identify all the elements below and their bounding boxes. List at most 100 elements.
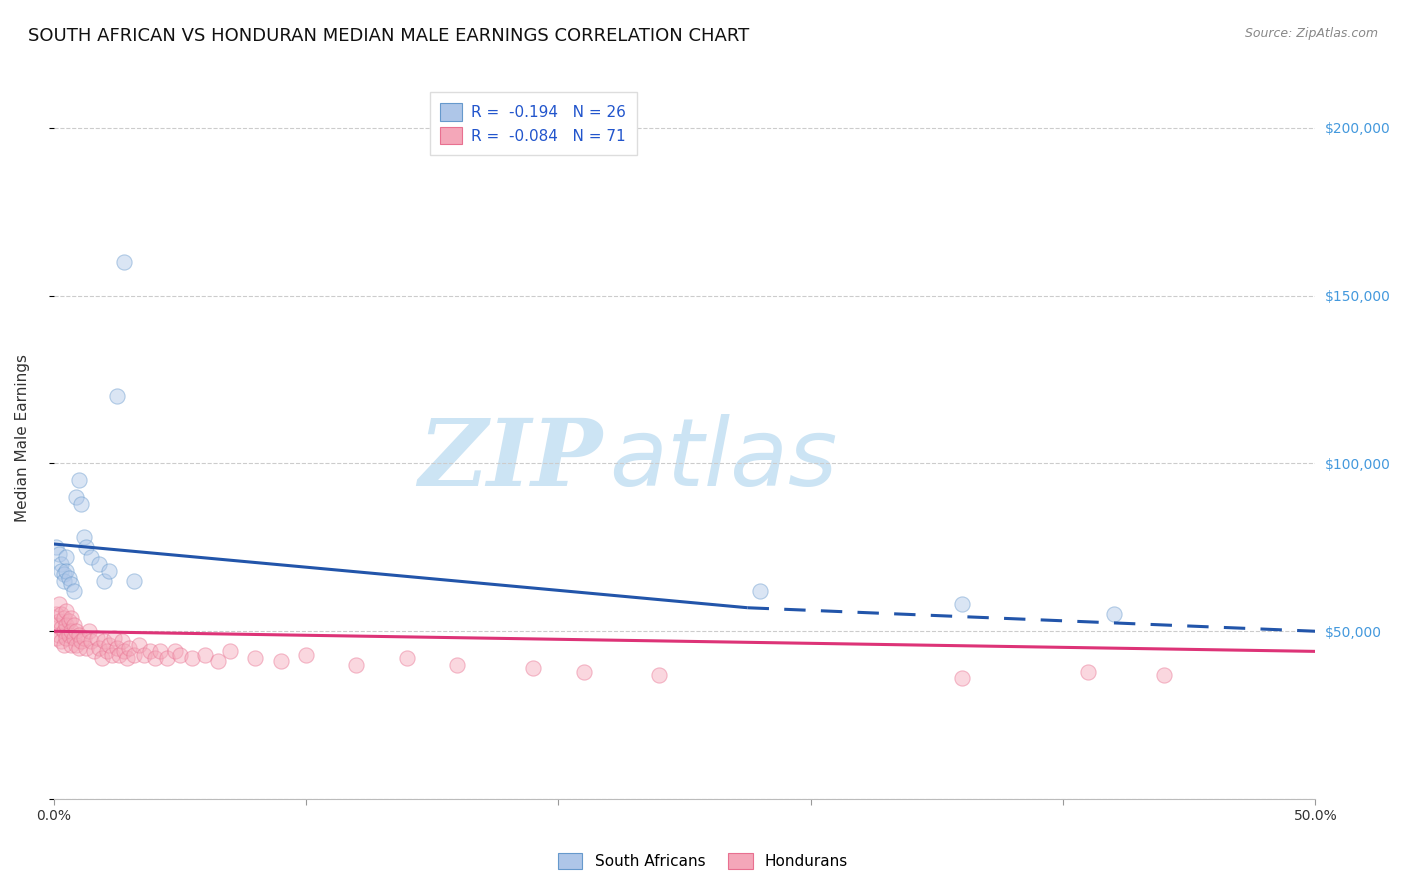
Point [108,648,131,662]
Point [52,638,75,652]
Point [207,655,229,669]
Point [55,617,77,632]
Point [52,567,75,582]
Point [950,598,973,612]
Point [73,631,96,645]
Point [93,634,115,648]
Point [156,651,179,665]
Point [58,570,80,584]
Point [55,631,77,645]
Legend: R =  -0.194   N = 26, R =  -0.084   N = 71: R = -0.194 N = 26, R = -0.084 N = 71 [430,92,637,155]
Point [98,638,121,652]
Point [648,668,671,682]
Point [73,530,96,544]
Point [522,661,544,675]
Point [128,638,150,652]
Point [51,564,73,578]
Point [62,631,84,645]
Point [87,557,110,571]
Text: atlas: atlas [609,415,837,506]
Point [65,490,87,504]
Point [48,547,70,561]
Point [48,627,70,641]
Y-axis label: Median Male Earnings: Median Male Earnings [15,354,30,522]
Point [105,389,128,403]
Point [270,655,292,669]
Point [169,648,191,662]
Point [45,617,67,632]
Point [87,640,110,655]
Point [749,584,772,599]
Point [96,644,118,658]
Point [90,651,112,665]
Point [950,671,973,685]
Point [1102,607,1125,622]
Point [60,638,83,652]
Point [58,627,80,641]
Point [60,624,83,639]
Point [67,473,90,487]
Point [62,617,84,632]
Point [98,564,121,578]
Point [118,640,141,655]
Point [52,611,75,625]
Point [100,648,122,662]
Point [86,631,108,645]
Point [48,614,70,628]
Point [446,657,468,672]
Point [75,640,97,655]
Point [55,604,77,618]
Point [245,651,267,665]
Point [80,550,103,565]
Point [45,607,67,622]
Point [194,648,217,662]
Point [60,611,83,625]
Point [51,607,73,622]
Point [80,634,103,648]
Point [48,598,70,612]
Point [395,651,418,665]
Point [93,574,115,588]
Point [1153,668,1175,682]
Point [65,638,87,652]
Point [115,651,138,665]
Point [83,644,105,658]
Point [143,651,166,665]
Legend: South Africans, Hondurans: South Africans, Hondurans [551,847,855,875]
Point [295,648,318,662]
Text: SOUTH AFRICAN VS HONDURAN MEDIAN MALE EARNINGS CORRELATION CHART: SOUTH AFRICAN VS HONDURAN MEDIAN MALE EA… [28,27,749,45]
Point [111,634,134,648]
Point [112,644,135,658]
Point [149,644,172,658]
Point [51,557,73,571]
Point [55,550,77,565]
Point [70,497,93,511]
Point [60,577,83,591]
Text: ZIP: ZIP [418,415,603,505]
Point [52,574,75,588]
Point [52,624,75,639]
Point [45,541,67,555]
Point [346,657,368,672]
Point [572,665,595,679]
Point [134,648,156,662]
Point [77,624,100,639]
Point [62,584,84,599]
Point [55,564,77,578]
Point [65,624,87,639]
Point [163,644,186,658]
Point [103,631,125,645]
Point [1077,665,1099,679]
Point [124,648,146,662]
Point [138,644,160,658]
Point [67,627,90,641]
Point [112,255,135,269]
Point [51,634,73,648]
Point [105,640,128,655]
Point [124,574,146,588]
Point [219,644,242,658]
Point [67,640,90,655]
Point [45,631,67,645]
Point [75,541,97,555]
Point [58,614,80,628]
